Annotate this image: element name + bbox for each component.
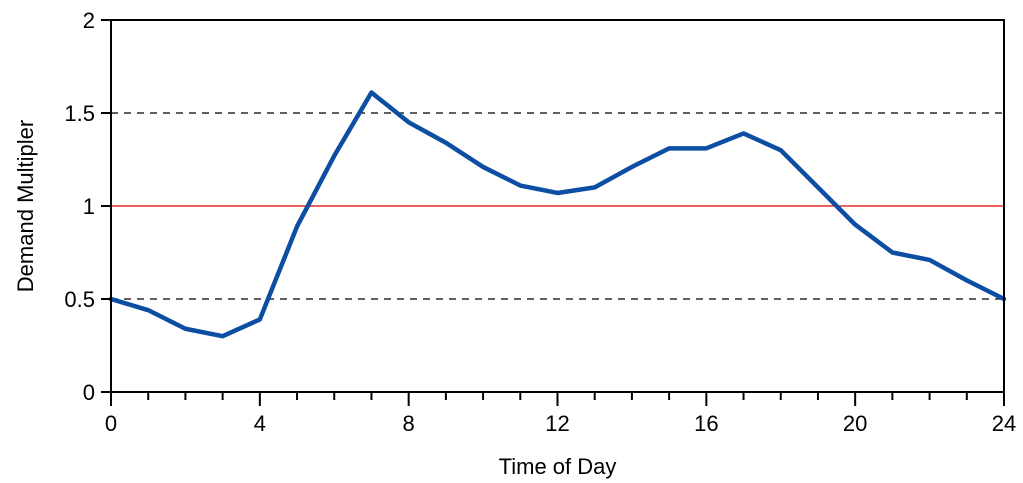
y-tick-label: 0.5 [64,287,95,312]
x-tick-label: 24 [992,411,1016,436]
tick-labels: 0 4 8 12 16 20 24 0 0.5 1 1.5 2 [64,8,1016,436]
axis-ticks [101,19,1005,406]
reference-lines [111,112,1004,300]
y-tick-label: 2 [83,8,95,33]
y-axis-title: Demand Multipler [13,120,38,292]
y-tick-label: 0 [83,380,95,405]
x-tick-label: 8 [403,411,415,436]
series-group [108,90,1007,339]
x-tick-label: 20 [843,411,867,436]
x-tick-label: 12 [545,411,569,436]
plot-area-frame [110,19,1005,393]
y-tick-label: 1.5 [64,101,95,126]
x-tick-label: 0 [105,411,117,436]
x-tick-label: 16 [694,411,718,436]
x-axis-title: Time of Day [499,454,617,479]
y-tick-label: 1 [83,194,95,219]
x-tick-label: 4 [254,411,266,436]
series-line-0 [108,90,1007,339]
